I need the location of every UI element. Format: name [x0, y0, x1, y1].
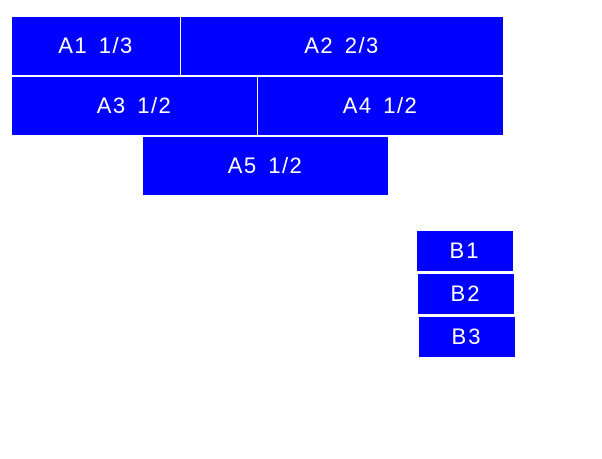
- button-a3[interactable]: A3 1/2: [12, 77, 257, 135]
- button-a4-label: A4 1/2: [342, 93, 419, 118]
- button-b2-label: B2: [450, 281, 482, 306]
- button-b2[interactable]: B2: [418, 274, 514, 314]
- button-a1-label: A1 1/3: [58, 33, 134, 58]
- button-a4[interactable]: A4 1/2: [258, 77, 503, 135]
- button-b3-label: B3: [451, 324, 483, 349]
- button-a5-label: A5 1/2: [227, 153, 304, 178]
- button-a2[interactable]: A2 2/3: [181, 17, 503, 75]
- button-a3-label: A3 1/2: [96, 93, 173, 118]
- button-a5[interactable]: A5 1/2: [143, 137, 388, 195]
- button-b3[interactable]: B3: [419, 317, 515, 357]
- button-b1[interactable]: B1: [417, 231, 513, 271]
- button-b1-label: B1: [449, 238, 481, 263]
- button-a2-label: A2 2/3: [304, 33, 380, 58]
- button-a1[interactable]: A1 1/3: [12, 17, 180, 75]
